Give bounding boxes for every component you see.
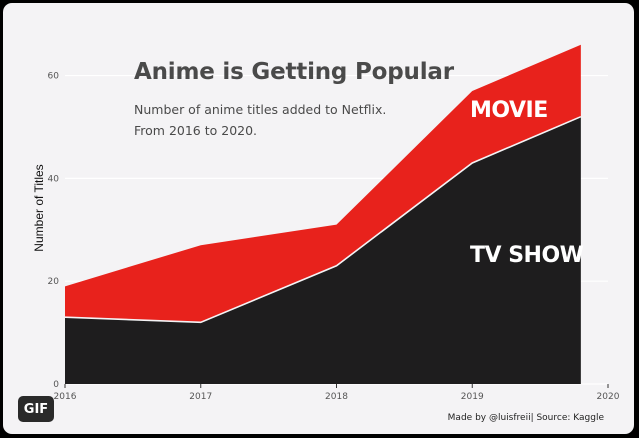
x-tick-label-2016: 2016 [54,392,77,402]
x-tick-label-2019: 2019 [461,392,484,402]
subtitle-line-1: Number of anime titles added to Netflix. [134,102,387,117]
x-tick-label-2020: 2020 [597,392,620,402]
chart-title: Anime is Getting Popular [134,59,454,85]
x-tick-label-2018: 2018 [325,392,348,402]
area-movie [65,44,581,323]
area-boundary-line [64,115,582,324]
x-tick-label-2017: 2017 [189,392,212,402]
chart-subtitle: Number of anime titles added to Netflix.… [134,99,386,141]
gif-badge[interactable]: GIF [18,396,54,422]
y-tick-label-0: 0 [53,380,59,390]
y-tick-label-20: 20 [48,277,60,287]
chart-card: 0 20 40 60 2016 2017 2018 2019 2020 Anime is Get… [3,3,634,434]
subtitle-line-2: From 2016 to 2020. [134,123,258,138]
y-axis-label: Number of Titles [32,164,46,252]
chart-plot: 0 20 40 60 2016 2017 2018 2019 2020 [48,44,620,402]
area-tv-show [65,116,581,384]
y-tick-label-60: 60 [48,72,60,82]
series-label-movie: MOVIE [470,98,548,123]
series-label-tv-show: TV SHOW [470,243,584,268]
y-tick-label-40: 40 [48,174,60,184]
chart-caption: Made by @luisfreii| Source: Kaggle [447,413,604,423]
